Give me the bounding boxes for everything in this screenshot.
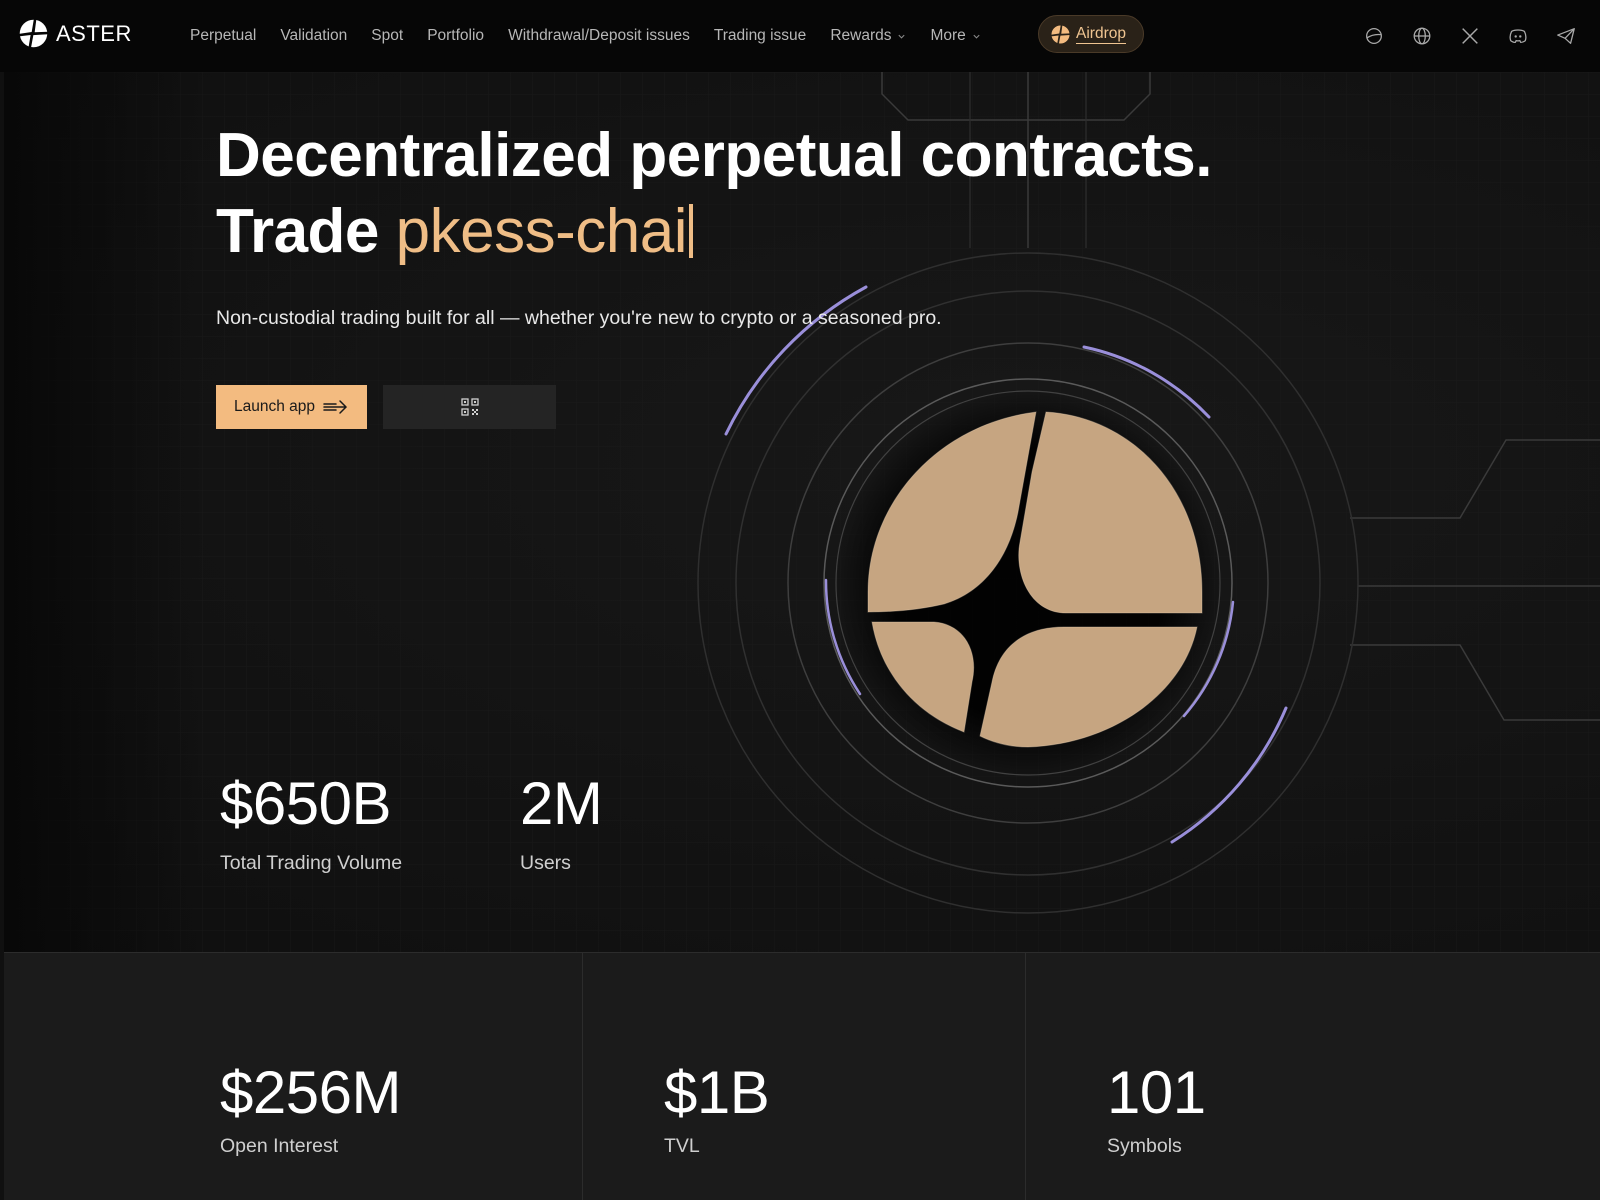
stat-value: 101 [1107,1059,1206,1126]
stat-label: TVL [664,1135,700,1157]
nav-link-withdrawal-deposit[interactable]: Withdrawal/Deposit issues [508,27,690,44]
nav-link-trading-issue[interactable]: Trading issue [713,27,807,44]
qr-code-button[interactable] [383,385,556,429]
launch-app-button[interactable]: Launch app [216,385,367,429]
stat-value: $650B [220,770,392,837]
headline-typed-text: pkess-chai [395,197,688,266]
globe-icon [1413,27,1431,45]
hero-background-graphic [4,72,1600,952]
aster-logo-icon [1051,24,1070,44]
chevron-down-icon [898,34,906,39]
stat-value: $256M [220,1059,401,1126]
telegram-link[interactable] [1542,16,1590,56]
discord-icon [1509,29,1527,44]
aster-emblem-graphic [867,411,1203,748]
stat-value: $1B [664,1059,770,1126]
x-twitter-icon [1462,28,1478,44]
stats-divider [1025,953,1026,1200]
nav-links: Perpetual Validation Spot Portfolio With… [190,0,1005,72]
stat-label: Total Trading Volume [220,852,403,874]
hero-headline: Decentralized perpetual contracts. Trade… [216,118,1212,270]
headline-line-1: Decentralized perpetual contracts. [216,121,1212,190]
x-twitter-link[interactable] [1446,16,1494,56]
hero-stat-trading-volume: $650B Total Trading Volume [220,768,402,875]
planet-icon [1366,28,1382,44]
top-nav: ASTER Perpetual Validation Spot Portfoli… [0,0,1600,72]
nav-link-portfolio[interactable]: Portfolio [427,27,485,44]
stat-label: Users [520,852,571,874]
nav-link-spot[interactable]: Spot [371,27,404,44]
airdrop-label: Airdrop [1076,24,1126,44]
chevron-down-icon [973,34,980,39]
social-icons [1350,0,1590,72]
nav-link-rewards[interactable]: Rewards [830,27,906,45]
stat-label: Open Interest [220,1135,339,1157]
hero-stat-users: 2M Users [520,768,603,875]
planet-icon-button[interactable] [1350,16,1398,56]
typing-cursor [689,204,694,258]
telegram-icon [1557,28,1575,44]
nav-link-validation[interactable]: Validation [280,27,348,44]
stat-value: 2M [520,770,603,837]
nav-link-perpetual[interactable]: Perpetual [190,27,257,44]
stat-label: Symbols [1107,1135,1182,1157]
launch-app-label: Launch app [233,398,316,415]
qr-code-icon [460,398,479,416]
headline-prefix: Trade [216,197,379,266]
brand-logo[interactable]: ASTER [19,19,132,48]
arrow-right-icon [323,400,348,414]
airdrop-button[interactable]: Airdrop [1038,15,1144,53]
hero-subtitle: Non-custodial trading built for all — wh… [216,307,942,329]
aster-logo-icon [19,19,48,48]
discord-link[interactable] [1494,16,1542,56]
hero-section [4,72,1600,952]
stats-row: $256M Open Interest $1B TVL 101 Symbols [4,952,1600,1200]
language-button[interactable] [1398,16,1446,56]
stats-divider [582,953,583,1200]
hero-left-fade [4,72,204,952]
brand-name: ASTER [56,20,132,46]
nav-link-more[interactable]: More [930,27,980,45]
